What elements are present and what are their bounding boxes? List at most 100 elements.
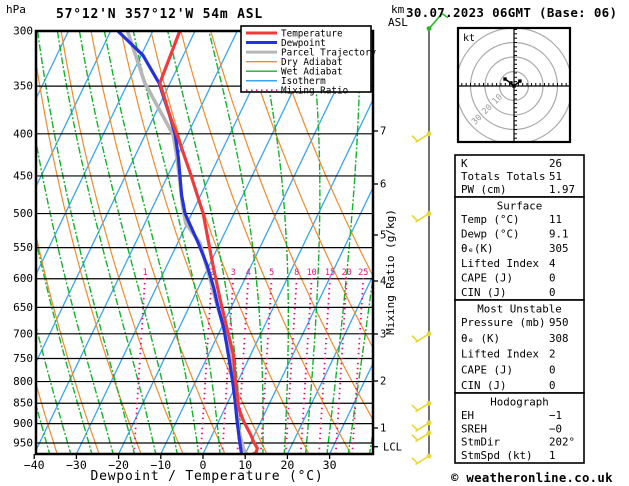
wet-adiabat-line	[132, 31, 221, 454]
wet-adiabat-line	[36, 323, 72, 454]
temperature-curve	[158, 31, 259, 454]
table-box	[454, 392, 585, 464]
isotherm-line	[118, 31, 323, 454]
table-row-label: StmDir	[461, 436, 501, 449]
table-row-label: EH	[461, 409, 474, 422]
table-row-value: 51	[549, 170, 562, 183]
isotherm-line	[36, 31, 196, 364]
dry-adiabat-line	[60, 31, 184, 454]
x-axis-tick-label: 20	[280, 458, 294, 472]
legend-item-label: Dewpoint	[281, 38, 326, 49]
pressure-tick-label: 500	[13, 207, 33, 220]
dry-adiabat-line	[36, 381, 58, 454]
x-axis-tick-label: −10	[150, 458, 171, 472]
axes-and-ticks: −40 −30 −20 −10 0 10 20 30 300 350 400 450 500 550 600…	[13, 25, 402, 473]
wind-barb-tick	[411, 424, 419, 431]
table-row-value: 2	[549, 348, 556, 361]
pressure-tick-label: 800	[13, 375, 33, 388]
station-title: 57°12'N 357°12'W 54m ASL	[56, 7, 263, 22]
wind-barb-shaft	[428, 13, 443, 30]
dry-adiabat-line	[36, 59, 142, 454]
table-row-label: θₑ(K)	[461, 242, 494, 255]
table-row-value: 0	[549, 271, 556, 284]
pressure-tick-label: 850	[13, 397, 33, 410]
pressure-tick-label: 700	[13, 327, 33, 340]
table-title: Most Unstable	[477, 303, 562, 316]
plot-border	[34, 29, 375, 456]
mixing-ratio-value-label: 20	[342, 268, 352, 278]
wet-adiabat-line	[326, 31, 361, 454]
wet-adiabat-line	[368, 427, 373, 454]
credit-footer: © weatheronline.co.uk	[451, 471, 613, 485]
wind-barb-shaft	[415, 432, 430, 443]
table-row-value: 26	[549, 157, 562, 170]
hodograph-border	[456, 26, 572, 144]
table-row-label: Totals Totals	[461, 170, 546, 183]
wind-barb-column	[411, 12, 449, 466]
table-row-value: 0	[549, 286, 556, 299]
hodograph-trace-dot	[512, 84, 516, 88]
pressure-tick-label: 750	[13, 352, 33, 365]
wet-adiabat-line	[305, 31, 321, 454]
km-tick-label: 2	[380, 376, 386, 388]
mixing-ratio-value-label: 8	[294, 268, 299, 278]
km-tick-label: 1	[380, 423, 386, 435]
table-row-label: Dewp (°C)	[461, 228, 520, 241]
isotherm-line	[75, 31, 281, 454]
table-row-label: PW (cm)	[461, 183, 507, 196]
mixing-ratio-line	[318, 277, 331, 455]
mixing-ratio-line	[334, 277, 348, 455]
table-row-value: 11	[549, 213, 562, 226]
table-row-label: CAPE (J)	[461, 271, 513, 284]
table-title: Surface	[497, 200, 543, 213]
wet-adiabat-line	[103, 31, 200, 454]
hodograph-trace-dot	[503, 77, 507, 81]
lcl-label: LCL	[383, 442, 402, 454]
dry-adiabat-line	[269, 31, 373, 278]
table-row-value: 9.1	[549, 228, 569, 241]
mixing-ratio-value-label: 1	[142, 268, 147, 278]
wind-barb-tick	[411, 404, 419, 411]
mixing-ratio-line	[299, 277, 313, 455]
table-row-value: 308	[549, 332, 569, 345]
pressure-tick-label: 400	[13, 127, 33, 140]
isotherm-line	[36, 31, 238, 452]
table-box	[454, 196, 585, 301]
table-row-value: 1.97	[549, 183, 575, 196]
wind-barb-shaft	[415, 402, 430, 413]
pressure-tick-label: 650	[13, 301, 33, 314]
wind-barb-tick	[411, 335, 419, 342]
table-row-value: 0	[549, 363, 556, 376]
pressure-tick-label: 300	[13, 25, 33, 38]
km-tick-label: 4	[380, 276, 386, 288]
table-title: Hodograph	[490, 396, 549, 409]
dry-adiabat-line	[210, 31, 373, 421]
mixing-ratio-value-label: 2	[209, 268, 214, 278]
table-row-label: Lifted Index	[461, 348, 540, 361]
pressure-tick-label: 550	[13, 241, 33, 254]
pressure-tick-label: 450	[13, 169, 33, 182]
legend-item-label: Dry Adiabat	[281, 57, 343, 68]
table-row-value: 0	[549, 379, 556, 392]
wind-barb-tick	[411, 135, 419, 142]
x-axis-tick-label: −20	[108, 458, 129, 472]
wet-adiabat-line	[36, 137, 115, 454]
isotherm-line	[329, 362, 373, 454]
km-tick-label: 6	[380, 179, 386, 191]
mixing-ratio-value-label: 5	[269, 268, 274, 278]
mixing-ratio-axis-label: Mixing Ratio (g/kg)	[384, 209, 397, 335]
x-axis-tick-label: −40	[24, 458, 45, 472]
mixing-ratio-value-label: 4	[246, 268, 251, 278]
hodograph-unit-label: kt	[463, 33, 475, 44]
wind-barb-tick	[411, 457, 419, 464]
isotherm-line	[244, 186, 373, 454]
pressure-tick-label: 900	[13, 417, 33, 430]
wind-barb-tick	[441, 12, 449, 19]
dry-adiabat-line	[180, 31, 352, 454]
hodograph-trace-dot	[518, 79, 522, 83]
